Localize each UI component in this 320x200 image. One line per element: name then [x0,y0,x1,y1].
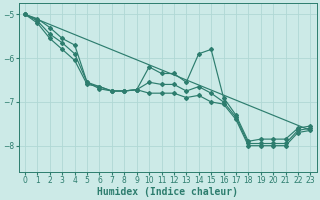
X-axis label: Humidex (Indice chaleur): Humidex (Indice chaleur) [97,186,238,197]
